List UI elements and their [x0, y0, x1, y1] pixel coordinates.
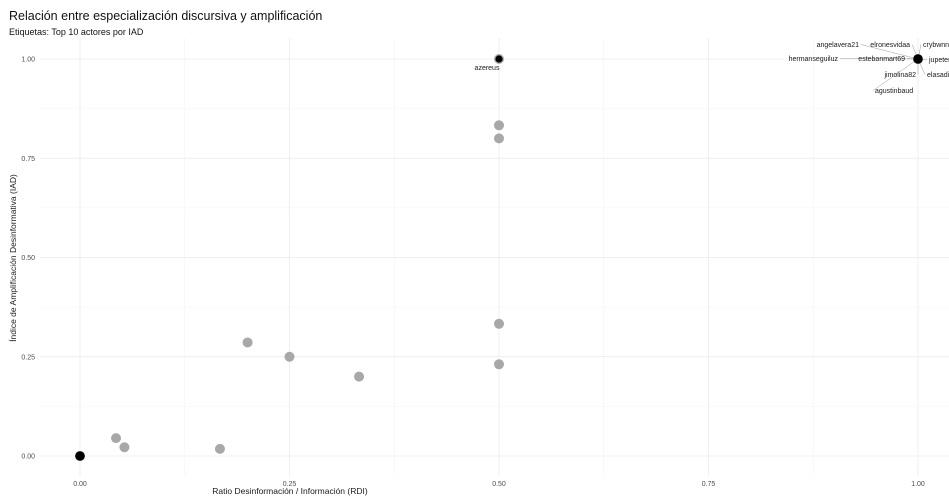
x-axis-title: Ratio Desinformación / Información (RDI) [212, 486, 368, 496]
data-point [494, 359, 504, 370]
y-tick-label: 0.25 [21, 354, 35, 361]
chart-title: Relación entre especialización discursiv… [9, 9, 323, 23]
point-labels: azereus angelavera21 elronesvidaa crybwnnk h… [475, 42, 949, 95]
highlighted-data-point [495, 55, 503, 63]
y-tick-label: 0.50 [21, 255, 35, 262]
data-point [494, 318, 504, 329]
data-point [214, 443, 225, 454]
point-label: elronesvidaa [870, 42, 910, 49]
x-tick-label: 0.25 [283, 481, 297, 488]
data-points [75, 54, 923, 461]
tick-labels: 0.00 0.25 0.50 0.75 1.00 0.00 0.25 0.50 0.75 1.00 [21, 57, 925, 489]
data-point [119, 442, 130, 453]
data-point [354, 371, 365, 382]
point-label: azereus [475, 65, 500, 72]
label-leader-line [860, 44, 919, 60]
point-label: jimolina82 [883, 72, 916, 79]
x-tick-label: 0.50 [492, 481, 506, 488]
point-label: crybwnnk [923, 42, 949, 49]
y-tick-label: 0.75 [21, 156, 35, 163]
x-tick-label: 0.75 [702, 481, 716, 488]
data-point [111, 433, 122, 444]
y-tick-label: 0.00 [21, 454, 35, 461]
data-point [242, 337, 253, 348]
y-axis-title: Índice de Amplificación Desinformativa (… [8, 174, 18, 342]
label-leader-lines [839, 44, 928, 91]
data-point [494, 133, 504, 144]
point-label: angelavera21 [817, 42, 860, 49]
highlighted-data-point [913, 54, 923, 64]
point-label: agustinbaud [875, 88, 913, 95]
chart-subtitle: Etiquetas: Top 10 actores por IAD [9, 27, 144, 37]
label-leader-line [839, 58, 919, 60]
grid-layer [40, 38, 949, 476]
x-tick-label: 1.00 [911, 481, 925, 488]
data-point [494, 120, 504, 131]
point-label: jupeter [928, 57, 949, 64]
point-label: estebanmart69 [858, 56, 905, 63]
point-label: hermanseguiluz [789, 56, 839, 63]
point-label: elasadi [927, 72, 949, 79]
label-leader-line [872, 58, 919, 91]
data-point [284, 351, 295, 362]
y-tick-label: 1.00 [21, 57, 35, 64]
highlighted-data-point [75, 451, 85, 461]
x-tick-label: 0.00 [73, 481, 87, 488]
